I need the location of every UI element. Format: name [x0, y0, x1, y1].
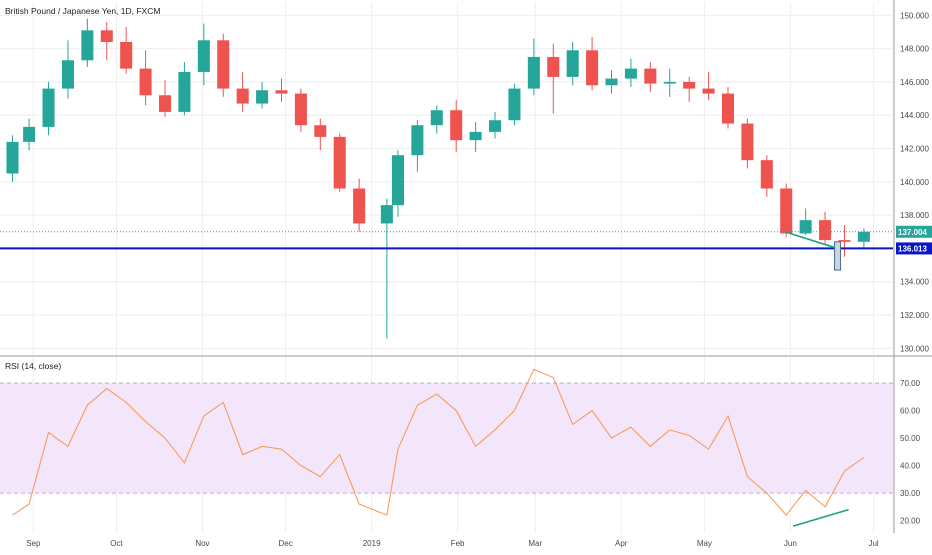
- candle-body: [275, 90, 288, 94]
- candle-body: [663, 81, 676, 84]
- rsi-axis-label: 60.00: [900, 407, 921, 416]
- x-axis-label: Dec: [279, 539, 293, 548]
- candle-body: [178, 71, 191, 112]
- candle-body: [819, 220, 832, 241]
- price-axis-label: 146.000: [900, 78, 929, 87]
- rsi-divergence-line: [792, 508, 849, 527]
- x-axis-label: Oct: [110, 539, 123, 548]
- candle-body: [61, 60, 74, 89]
- price-axis-label: 134.000: [900, 278, 929, 287]
- rsi-title: RSI (14, close): [5, 361, 61, 371]
- rsi-axis-label: 50.00: [900, 434, 921, 443]
- candle-body: [838, 240, 851, 242]
- candle-body: [644, 68, 657, 84]
- price-axis-label: 132.000: [900, 311, 929, 320]
- rsi-axis-label: 40.00: [900, 462, 921, 471]
- rsi-axis-label: 20.00: [900, 517, 921, 526]
- rsi-axis-label: 70.00: [900, 379, 921, 388]
- price-axis: 130.000132.000134.000136.000138.000140.0…: [900, 11, 929, 353]
- candle-body: [256, 90, 269, 104]
- last-price-tag-label: 137.004: [898, 228, 927, 237]
- candles: [6, 18, 870, 339]
- candle-body: [624, 68, 637, 79]
- candle-body: [683, 81, 696, 89]
- x-axis-label: Apr: [615, 539, 628, 548]
- candle-body: [527, 56, 540, 89]
- price-divergence-line: [784, 231, 838, 250]
- candle-body: [353, 188, 366, 224]
- x-axis: Sep Oct Nov Dec 2019 Feb Mar Apr May Jun Jul: [26, 539, 879, 548]
- candle-body: [702, 88, 715, 94]
- rsi-axis: 20.00 30.00 40.00 50.00 60.00 70.00: [900, 379, 921, 526]
- candle-body: [314, 125, 327, 137]
- x-axis-label: Mar: [528, 539, 542, 548]
- highlight-box: [834, 241, 842, 271]
- rsi-line: [12, 368, 865, 516]
- price-axis-label: 140.000: [900, 178, 929, 187]
- candle-body: [857, 231, 870, 242]
- price-axis-label: 130.000: [900, 344, 929, 353]
- candle-body: [217, 40, 230, 89]
- candle-body: [6, 141, 19, 174]
- candle-body: [380, 205, 393, 224]
- rsi-band: [0, 383, 893, 494]
- price-axis-label: 144.000: [900, 111, 929, 120]
- candle-body: [760, 160, 773, 189]
- candle-body: [489, 120, 502, 132]
- support-tag-label: 136.013: [898, 244, 927, 253]
- x-axis-label: Nov: [195, 539, 209, 548]
- rsi-axis-label: 30.00: [900, 489, 921, 498]
- candle-body: [605, 78, 618, 86]
- x-axis-label: Sep: [26, 539, 41, 548]
- candle-body: [469, 131, 482, 141]
- candle-body: [120, 41, 133, 69]
- last-price-tag: 137.004: [896, 225, 932, 238]
- candle-body: [566, 50, 579, 77]
- support-tag-bg: [896, 242, 932, 255]
- candle-body: [586, 50, 599, 86]
- candle-body: [197, 40, 210, 72]
- chart-title: British Pound / Japanese Yen, 1D, FXCM: [5, 6, 160, 16]
- candle-body: [547, 56, 560, 77]
- candle-body: [391, 155, 404, 206]
- price-axis-label: 142.000: [900, 145, 929, 154]
- candle-body: [139, 68, 152, 96]
- x-axis-label: May: [697, 539, 712, 548]
- candle-body: [158, 95, 172, 112]
- candle-body: [430, 110, 443, 126]
- price-axis-label: 148.000: [900, 45, 929, 54]
- candle-body: [780, 188, 793, 234]
- candle-body: [81, 30, 94, 61]
- candle-body: [294, 93, 307, 126]
- candle-body: [721, 93, 735, 124]
- candle-body: [23, 126, 36, 142]
- candle-body: [450, 110, 463, 141]
- candle-body: [508, 88, 521, 121]
- support-tag: 136.013: [896, 242, 932, 255]
- price-grid: [0, 2, 893, 355]
- x-axis-label: Feb: [451, 539, 465, 548]
- candle-body: [236, 88, 249, 104]
- candle-body: [799, 220, 812, 234]
- candle-body: [411, 125, 424, 156]
- price-axis-label: 138.000: [900, 211, 929, 220]
- x-axis-label: Jun: [784, 539, 797, 548]
- price-axis-label: 150.000: [900, 11, 929, 20]
- last-price-tag-bg: [896, 225, 932, 238]
- candle-body: [42, 88, 55, 127]
- candle-body: [333, 136, 346, 189]
- candle-body: [741, 123, 754, 161]
- x-axis-label: 2019: [363, 539, 381, 548]
- candle-body: [100, 30, 113, 42]
- x-axis-label: Jul: [868, 539, 878, 548]
